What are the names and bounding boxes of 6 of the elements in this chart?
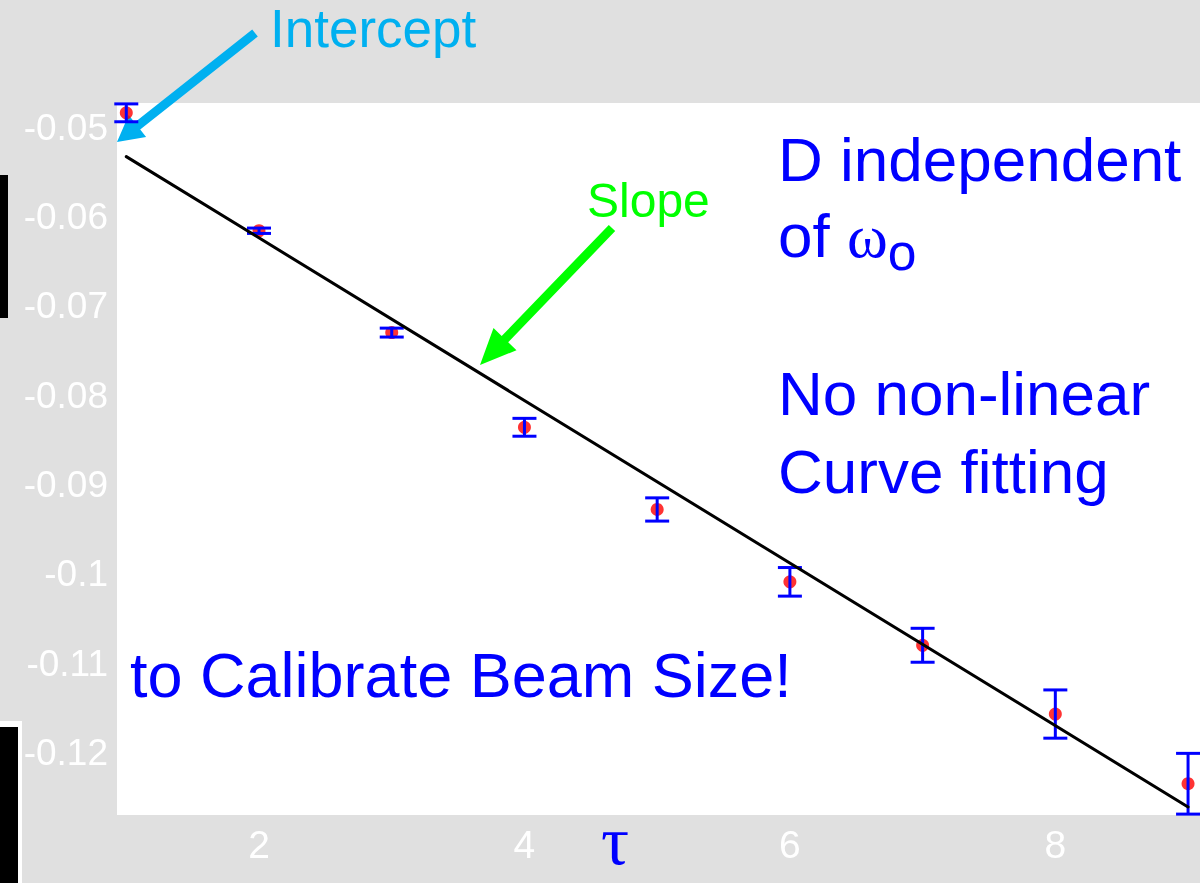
annotation: Slope — [587, 174, 710, 227]
annotation: to Calibrate Beam Size! — [130, 640, 792, 710]
annotation: D independent of ω$_{o}$ — [778, 124, 1183, 284]
text: Intercept — [270, 0, 477, 58]
annotation: No non-linear Curve fitting — [778, 358, 1152, 508]
x-axis-title: τ — [599, 802, 631, 879]
